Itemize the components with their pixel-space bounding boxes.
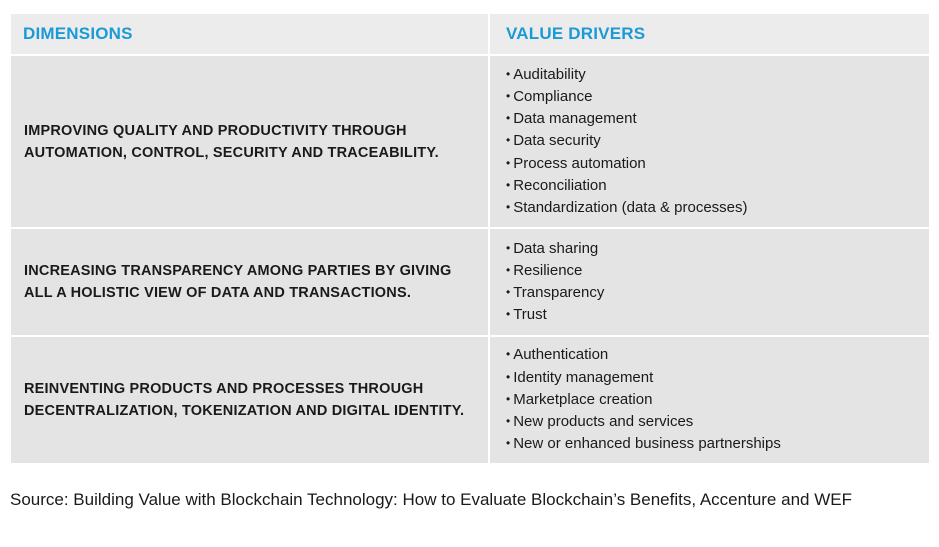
driver-item: Data management xyxy=(506,108,748,130)
dimension-cell: IMPROVING QUALITY AND PRODUCTIVITY THROU… xyxy=(11,56,488,227)
value-drivers-table: DIMENSIONS VALUE DRIVERS IMPROVING QUALI… xyxy=(11,14,929,463)
driver-item: Trust xyxy=(506,304,604,326)
driver-item: Transparency xyxy=(506,282,604,304)
driver-item: Resilience xyxy=(506,260,604,282)
table-row: INCREASING TRANSPARENCY AMONG PARTIES BY… xyxy=(11,229,929,335)
drivers-cell: Auditability Compliance Data management … xyxy=(490,56,929,227)
dimension-cell: REINVENTING PRODUCTS AND PROCESSES THROU… xyxy=(11,337,488,463)
dimension-text: REINVENTING PRODUCTS AND PROCESSES THROU… xyxy=(24,381,465,419)
dimension-text: IMPROVING QUALITY AND PRODUCTIVITY THROU… xyxy=(24,122,439,161)
table-row: REINVENTING PRODUCTS AND PROCESSES THROU… xyxy=(11,337,929,463)
driver-item: Auditability xyxy=(506,64,748,86)
driver-item: New products and services xyxy=(506,411,781,433)
drivers-list: Auditability Compliance Data management … xyxy=(506,64,748,219)
driver-item: Data sharing xyxy=(506,238,604,260)
driver-item: Reconciliation xyxy=(506,175,748,197)
header-value-drivers: VALUE DRIVERS xyxy=(490,14,929,54)
drivers-list: Data sharing Resilience Transparency Tru… xyxy=(506,238,604,327)
drivers-cell: Data sharing Resilience Transparency Tru… xyxy=(490,229,929,335)
driver-item: Standardization (data & processes) xyxy=(506,197,747,219)
dimension-text: INCREASING TRANSPARENCY AMONG PARTIES BY… xyxy=(24,263,452,301)
header-dimensions: DIMENSIONS xyxy=(11,14,488,54)
driver-item: Marketplace creation xyxy=(506,389,781,411)
driver-item: Authentication xyxy=(506,344,781,366)
driver-item: Data security xyxy=(506,130,748,152)
driver-item: New or enhanced business partnerships xyxy=(506,433,781,455)
drivers-cell: Authentication Identity management Marke… xyxy=(490,337,929,463)
driver-item: Process automation xyxy=(506,153,748,175)
table-row: IMPROVING QUALITY AND PRODUCTIVITY THROU… xyxy=(11,56,929,227)
dimension-cell: INCREASING TRANSPARENCY AMONG PARTIES BY… xyxy=(11,229,488,335)
driver-item: Identity management xyxy=(506,367,781,389)
source-caption: Source: Building Value with Blockchain T… xyxy=(10,490,852,509)
drivers-list: Authentication Identity management Marke… xyxy=(506,344,781,455)
driver-item: Compliance xyxy=(506,86,748,108)
table-header-row: DIMENSIONS VALUE DRIVERS xyxy=(11,14,929,54)
